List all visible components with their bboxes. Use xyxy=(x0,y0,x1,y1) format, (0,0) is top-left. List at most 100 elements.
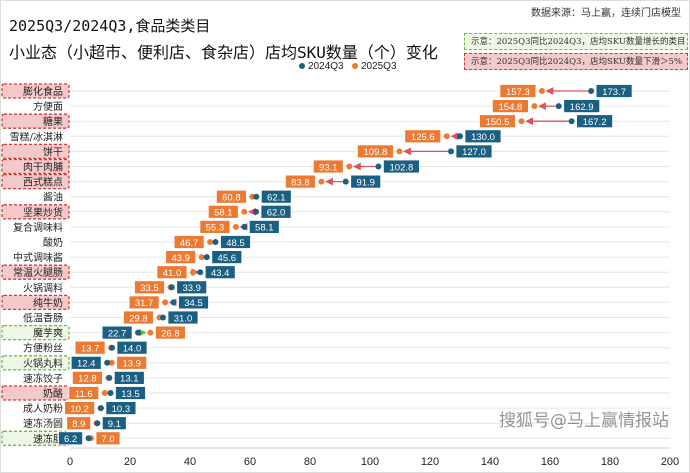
data-source: 数据来源：马上赢，连续门店模型 xyxy=(531,8,681,19)
point-2025q3 xyxy=(108,359,115,366)
category-highlight-box xyxy=(1,294,70,311)
value-label-2024q3-box xyxy=(176,280,208,295)
point-2025q3 xyxy=(318,178,325,185)
value-label-2025q3: 12.8 xyxy=(78,374,97,385)
value-label-2024q3-box xyxy=(576,114,613,129)
value-label-2025q3-box xyxy=(356,144,394,159)
category-highlight-box xyxy=(1,143,70,160)
category-label: 雪糕/冰淇淋 xyxy=(10,130,63,143)
point-2024q3 xyxy=(168,284,175,291)
value-label-2024q3-box xyxy=(101,325,133,340)
point-2024q3 xyxy=(241,223,248,230)
category-highlight-box xyxy=(1,355,70,371)
value-label-2025q3: 41.0 xyxy=(163,268,182,279)
legend-dot-2024 xyxy=(299,63,305,70)
value-label-2024q3: 162.9 xyxy=(570,102,594,113)
value-label-2024q3: 173.7 xyxy=(602,87,626,98)
point-2024q3 xyxy=(342,178,349,185)
category-label: 中式调味酱 xyxy=(13,251,63,264)
value-label-2025q3: 93.1 xyxy=(319,162,338,173)
value-label-2025q3-box xyxy=(207,204,239,219)
value-label-2024q3-box xyxy=(455,144,493,159)
point-2025q3 xyxy=(346,163,353,170)
value-label-2025q3: 60.8 xyxy=(222,193,241,204)
value-label-2024q3: 14.0 xyxy=(123,344,142,355)
point-2025q3 xyxy=(232,223,239,230)
value-label-2024q3: 62.1 xyxy=(267,193,286,204)
category-label: 西式糕点 xyxy=(23,176,63,189)
value-label-2024q3: 58.1 xyxy=(255,223,274,234)
legend-label-2024: 2024Q3 xyxy=(308,61,344,72)
point-2024q3 xyxy=(253,208,259,215)
point-2025q3 xyxy=(443,133,450,140)
category-label: 奶酪 xyxy=(43,387,63,400)
value-label-2024q3: 43.4 xyxy=(211,268,230,279)
value-label-2025q3: 46.7 xyxy=(180,238,199,249)
point-2024q3 xyxy=(375,163,382,170)
chart-title: 2025Q3/2024Q3,食品类类目 xyxy=(9,17,211,35)
category-label: 复合调味料 xyxy=(13,221,63,234)
value-label-2024q3: 167.2 xyxy=(583,117,607,128)
value-label-2025q3: 13.7 xyxy=(81,344,100,355)
value-label-2024q3-box xyxy=(260,189,292,204)
value-label-2025q3: 26.8 xyxy=(161,328,180,339)
point-2024q3 xyxy=(107,390,114,396)
category-label: 酸奶 xyxy=(43,236,63,249)
x-tick-label: 80 xyxy=(304,456,316,468)
value-label-2025q3: 109.8 xyxy=(364,147,388,158)
value-label-2024q3-box xyxy=(464,129,502,144)
category-label: 成人奶粉 xyxy=(23,402,63,415)
category-label: 肉干肉脯 xyxy=(23,161,63,174)
point-2024q3 xyxy=(212,239,219,245)
value-label-2024q3: 33.9 xyxy=(182,283,201,294)
category-label: 方便粉丝 xyxy=(23,342,63,355)
category-label: 酱油 xyxy=(43,191,63,204)
growth-legend-note: 示意：2025Q3同比2024Q3，店均SKU数量增长的类目 xyxy=(464,33,688,50)
value-label-2024q3: 10.3 xyxy=(112,404,131,415)
point-2024q3 xyxy=(555,103,562,110)
value-label-2025q3-box xyxy=(312,159,344,174)
value-label-2024q3-box xyxy=(116,340,148,355)
value-label-2025q3: 150.5 xyxy=(486,117,510,128)
value-label-2025q3-box xyxy=(154,325,186,340)
value-label-2025q3: 55.3 xyxy=(206,223,225,234)
category-label: 速冻汤圆 xyxy=(23,417,63,430)
category-highlight-box xyxy=(1,264,70,280)
point-2025q3 xyxy=(518,118,525,125)
category-label: 常温火腿肠 xyxy=(13,266,63,279)
point-2024q3 xyxy=(135,329,142,336)
category-label: 低温香肠 xyxy=(23,312,63,325)
category-highlight-box xyxy=(1,158,70,175)
point-2024q3 xyxy=(448,148,454,155)
point-2024q3 xyxy=(94,420,101,427)
value-label-2025q3-box xyxy=(404,129,442,144)
category-label: 饼干 xyxy=(43,145,63,158)
value-label-2025q3: 13.9 xyxy=(122,359,141,370)
value-label-2024q3-box xyxy=(350,174,382,189)
category-label: 火锅调料 xyxy=(23,281,63,294)
value-label-2025q3-box xyxy=(479,114,516,129)
value-label-2025q3: 43.9 xyxy=(171,253,190,264)
value-label-2024q3: 45.6 xyxy=(218,253,237,264)
value-label-2024q3: 48.5 xyxy=(226,238,245,249)
category-highlight-box xyxy=(1,173,70,190)
value-label-2025q3-box xyxy=(116,355,148,370)
value-label-2024q3: 13.5 xyxy=(121,389,140,400)
value-label-2025q3-box xyxy=(95,431,121,446)
value-label-2025q3-box xyxy=(66,416,92,431)
value-label-2024q3: 12.4 xyxy=(77,359,96,370)
point-2024q3 xyxy=(106,374,113,381)
value-label-2024q3-box xyxy=(178,295,209,310)
x-tick-label: 60 xyxy=(244,456,256,468)
value-label-2024q3-box xyxy=(260,204,292,219)
value-label-2024q3-box xyxy=(211,250,243,265)
value-label-2024q3-box xyxy=(382,159,420,174)
value-label-2024q3: 130.0 xyxy=(471,132,495,143)
point-2024q3 xyxy=(203,254,210,261)
category-label: 魔芋爽 xyxy=(33,327,63,340)
point-2025q3 xyxy=(207,239,214,245)
category-label: 速冻肠 xyxy=(33,432,63,445)
value-label-2025q3-box xyxy=(64,401,95,416)
legend-label-2025: 2025Q3 xyxy=(360,61,397,72)
